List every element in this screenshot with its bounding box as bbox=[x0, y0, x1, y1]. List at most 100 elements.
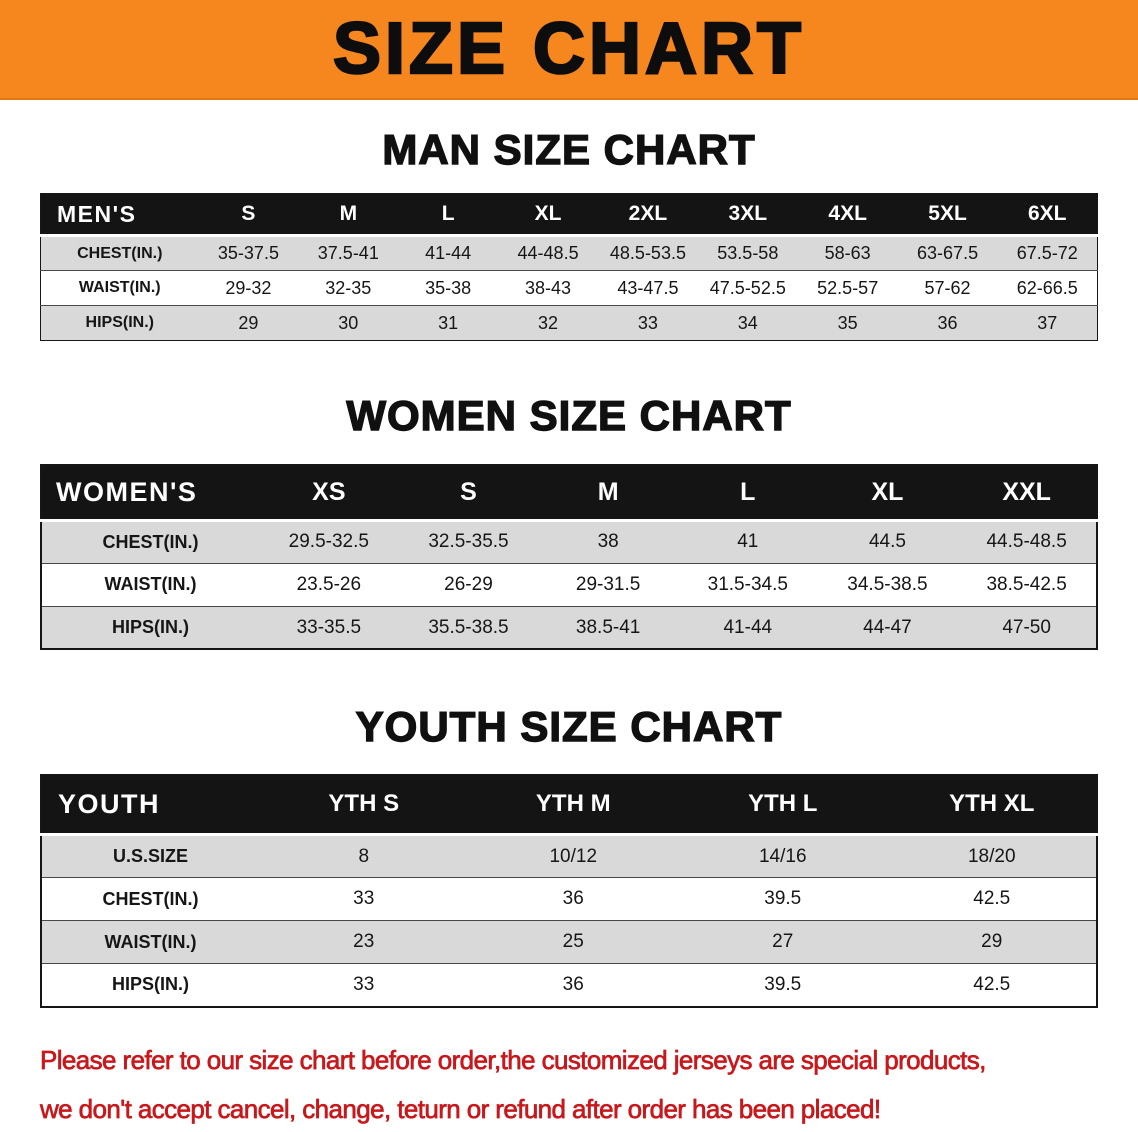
size-cell: 33 bbox=[637, 312, 658, 333]
disclaimer-line-2: we don't accept cancel, change, teturn o… bbox=[40, 1093, 882, 1124]
table-header-row: WOMEN'S XS S M L XL XXL bbox=[41, 465, 1097, 521]
row-label: HIPS(IN.) bbox=[111, 617, 189, 638]
row-label: WAIST(IN.) bbox=[78, 279, 161, 297]
size-cell: 42.5 bbox=[973, 973, 1011, 995]
size-cell: 29-32 bbox=[225, 277, 272, 298]
table-header-row: MEN'S S M L XL 2XL 3XL 4XL 5XL 6XL bbox=[40, 193, 1098, 236]
size-cell: 36 bbox=[562, 973, 584, 995]
size-cell: 25 bbox=[562, 931, 584, 953]
size-cell: 35 bbox=[837, 312, 858, 333]
column-header: YTH M bbox=[468, 774, 678, 835]
man-size-chart-heading: MAN SIZE CHART bbox=[382, 126, 756, 174]
table-title-cell: YOUTH bbox=[41, 774, 259, 835]
size-cell: 48.5-53.5 bbox=[609, 243, 686, 264]
size-cell: 36 bbox=[937, 312, 958, 333]
size-chart-banner: SIZE CHART bbox=[0, 0, 1138, 100]
size-cell: 42.5 bbox=[973, 888, 1011, 910]
column-header: XL bbox=[498, 193, 598, 236]
size-cell: 44.5 bbox=[868, 531, 906, 553]
size-cell: 38.5-41 bbox=[575, 616, 641, 638]
row-label: HIPS(IN.) bbox=[85, 314, 154, 332]
size-cell: 52.5-57 bbox=[817, 277, 879, 298]
size-cell: 29 bbox=[238, 312, 259, 333]
size-cell: 33 bbox=[353, 973, 375, 995]
column-header: YTH L bbox=[678, 774, 888, 835]
youth-size-chart-heading: YOUTH SIZE CHART bbox=[355, 703, 783, 751]
size-cell: 32 bbox=[538, 312, 559, 333]
column-header: S bbox=[198, 193, 299, 236]
row-label: CHEST(IN.) bbox=[102, 888, 199, 909]
table-title-cell: MEN'S bbox=[40, 193, 199, 236]
column-header: 2XL bbox=[598, 193, 698, 236]
size-cell: 35-38 bbox=[425, 277, 472, 298]
size-cell: 14/16 bbox=[758, 845, 807, 867]
table-header-row: YOUTH YTH S YTH M YTH L YTH XL bbox=[41, 774, 1097, 835]
column-header: S bbox=[398, 465, 539, 521]
size-cell: 62-66.5 bbox=[1016, 277, 1078, 298]
size-cell: 8 bbox=[358, 845, 370, 867]
size-cell: 67.5-72 bbox=[1016, 243, 1078, 264]
table-row: WAIST(IN.) 29-32 32-35 35-38 38-43 43-47.5 47.… bbox=[40, 270, 1098, 306]
row-label: CHEST(IN.) bbox=[102, 531, 199, 552]
youth-size-table: YOUTH YTH S YTH M YTH L YTH XL U.S.SIZE 8 10/12… bbox=[40, 773, 1098, 1008]
women-size-chart-heading: WOMEN SIZE CHART bbox=[346, 392, 792, 440]
size-cell: 38.5-42.5 bbox=[986, 573, 1067, 595]
table-row: WAIST(IN.) 23 25 27 29 bbox=[41, 920, 1097, 964]
women-size-chart-section: WOMEN SIZE CHART WOMEN'S XS S M L XL XXL CHEST(… bbox=[0, 392, 1138, 651]
size-cell: 35-37.5 bbox=[217, 243, 279, 264]
table-row: CHEST(IN.) 33 36 39.5 42.5 bbox=[41, 877, 1097, 921]
size-cell: 47.5-52.5 bbox=[709, 277, 786, 298]
size-cell: 41-44 bbox=[425, 243, 472, 264]
size-cell: 38-43 bbox=[525, 277, 572, 298]
size-cell: 41 bbox=[737, 531, 759, 553]
disclaimer-note: Please refer to our size chart before or… bbox=[40, 1036, 1138, 1132]
size-cell: 33 bbox=[353, 888, 375, 910]
table-row: CHEST(IN.) 29.5-32.5 32.5-35.5 38 41 44.5 44.5… bbox=[41, 520, 1097, 564]
column-header: XS bbox=[259, 465, 399, 521]
row-label: WAIST(IN.) bbox=[104, 931, 197, 952]
size-cell: 27 bbox=[772, 931, 794, 953]
size-cell: 29 bbox=[981, 931, 1003, 953]
column-header: 4XL bbox=[797, 193, 898, 236]
column-header: 5XL bbox=[897, 193, 998, 236]
size-cell: 34.5-38.5 bbox=[847, 573, 928, 595]
column-header: L bbox=[677, 465, 818, 521]
size-cell: 44-48.5 bbox=[517, 243, 579, 264]
youth-size-chart-section: YOUTH SIZE CHART YOUTH YTH S YTH M YTH L YTH… bbox=[0, 703, 1138, 1008]
size-cell: 63-67.5 bbox=[917, 243, 979, 264]
disclaimer-line-1: Please refer to our size chart before or… bbox=[40, 1044, 987, 1075]
column-header: XXL bbox=[957, 465, 1097, 521]
size-cell: 39.5 bbox=[764, 888, 802, 910]
table-row: HIPS(IN.) 29 30 31 32 33 34 35 36 37 bbox=[40, 305, 1098, 341]
row-label: HIPS(IN.) bbox=[111, 974, 189, 995]
column-header: 3XL bbox=[697, 193, 798, 236]
size-cell: 23 bbox=[353, 931, 375, 953]
column-header: L bbox=[398, 193, 499, 236]
table-row: HIPS(IN.) 33 36 39.5 42.5 bbox=[41, 963, 1097, 1007]
table-row: HIPS(IN.) 33-35.5 35.5-38.5 38.5-41 41-44 44-… bbox=[41, 606, 1097, 650]
size-cell: 44.5-48.5 bbox=[986, 531, 1067, 553]
size-cell: 35.5-38.5 bbox=[428, 616, 509, 638]
size-cell: 33-35.5 bbox=[296, 616, 362, 638]
column-header: M bbox=[298, 193, 399, 236]
size-cell: 36 bbox=[562, 888, 584, 910]
table-row: CHEST(IN.) 35-37.5 37.5-41 41-44 44-48.5 48.5… bbox=[40, 235, 1098, 271]
size-cell: 34 bbox=[737, 312, 758, 333]
size-cell: 37.5-41 bbox=[317, 243, 379, 264]
size-cell: 32.5-35.5 bbox=[428, 531, 509, 553]
women-size-table: WOMEN'S XS S M L XL XXL CHEST(IN.) 29.5-32.5 32.5… bbox=[40, 464, 1098, 651]
size-cell: 23.5-26 bbox=[296, 573, 362, 595]
size-cell: 26-29 bbox=[444, 573, 493, 595]
table-title-cell: WOMEN'S bbox=[41, 465, 259, 521]
size-cell: 41-44 bbox=[723, 616, 773, 638]
row-label: WAIST(IN.) bbox=[104, 574, 197, 595]
table-row: WAIST(IN.) 23.5-26 26-29 29-31.5 31.5-34.5 34… bbox=[41, 563, 1097, 606]
size-cell: 31.5-34.5 bbox=[707, 573, 788, 595]
column-header: XL bbox=[817, 465, 958, 521]
size-cell: 29-31.5 bbox=[575, 573, 641, 595]
column-header: YTH XL bbox=[887, 774, 1097, 835]
size-cell: 10/12 bbox=[549, 845, 598, 867]
size-cell: 38 bbox=[597, 531, 619, 553]
row-label: U.S.SIZE bbox=[112, 846, 188, 867]
column-header: YTH S bbox=[259, 774, 469, 835]
